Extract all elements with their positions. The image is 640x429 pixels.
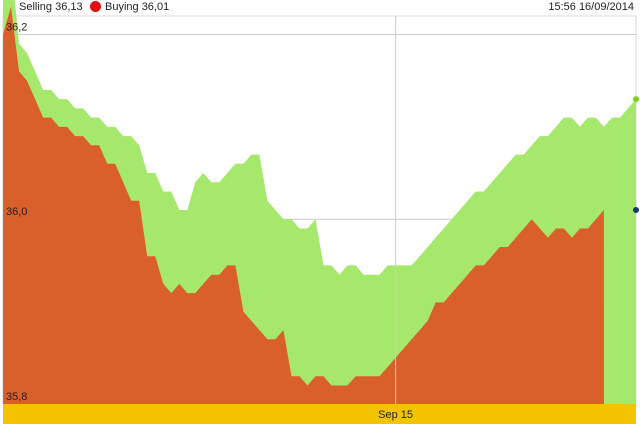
x-tick-label: Sep 15: [378, 409, 413, 421]
y-tick-label: 36,0: [6, 206, 27, 218]
series-buying-area: [3, 6, 604, 405]
timestamp: 15:56 16/09/2014: [548, 1, 634, 13]
y-tick-label: 36,2: [6, 21, 27, 33]
buying-end-marker: [633, 207, 639, 213]
legend-buying[interactable]: Buying 36,01: [90, 1, 169, 14]
chart-legend: Selling 36,13 Buying 36,01 15:56 16/09/2…: [0, 0, 640, 16]
legend-selling-label: Selling 36,13: [19, 1, 83, 13]
y-tick-label: 35,8: [6, 391, 27, 403]
x-axis-band: [3, 404, 636, 424]
buying-dot-icon: [90, 1, 101, 12]
legend-buying-label: Buying 36,01: [105, 1, 170, 13]
selling-end-marker: [633, 96, 639, 103]
